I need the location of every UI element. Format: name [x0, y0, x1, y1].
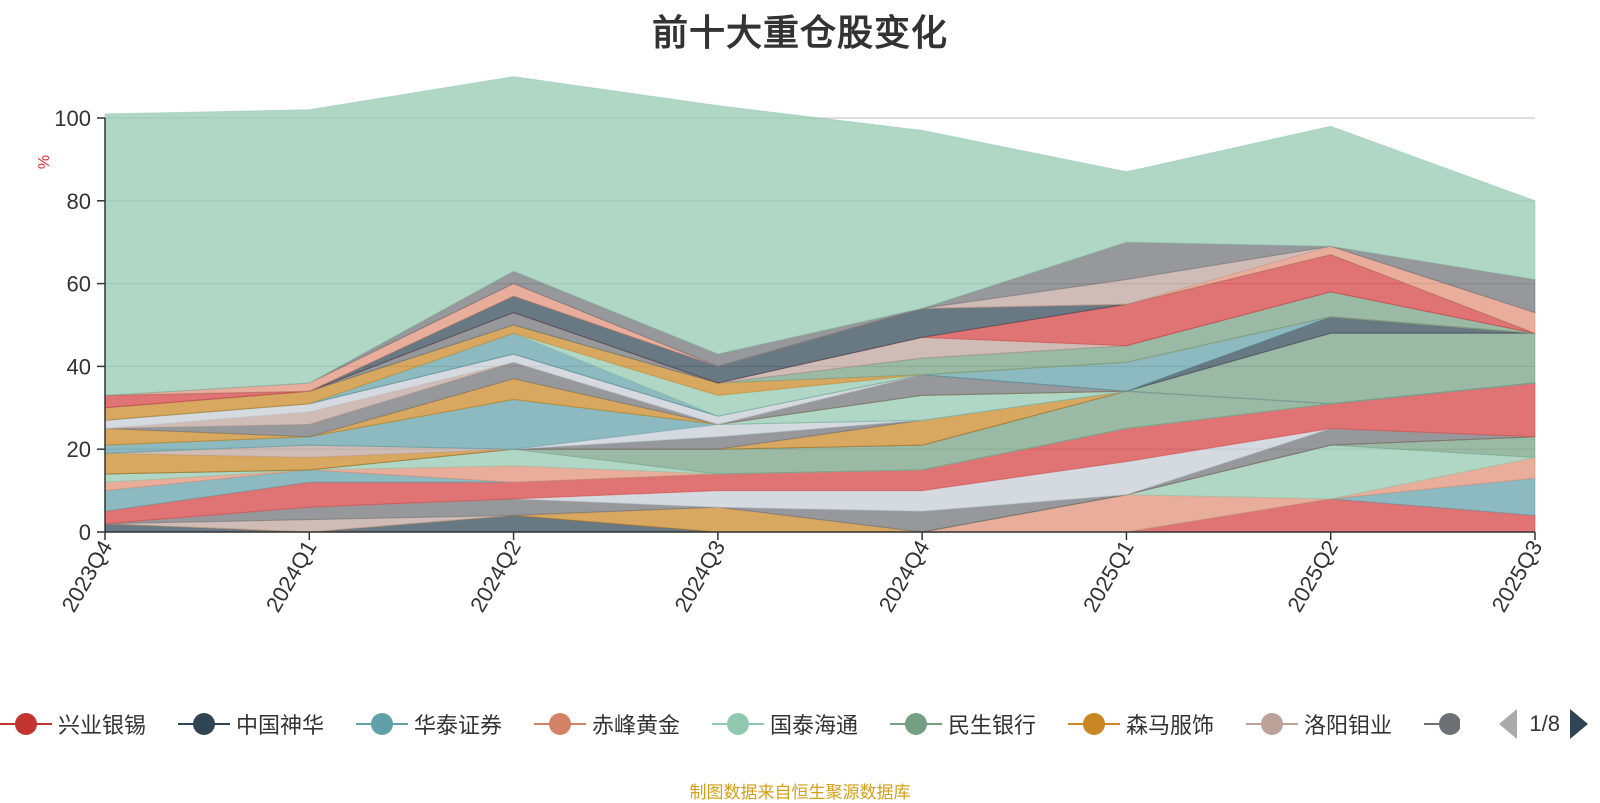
x-tick-label: 2024Q1: [261, 536, 322, 616]
area-series-41: [104, 76, 1536, 396]
x-tick-label: 2025Q1: [1078, 536, 1139, 616]
legend-label: 赤峰黄金: [592, 713, 681, 738]
legend-item[interactable]: 华泰证券: [356, 700, 502, 748]
legend-marker-icon: [1424, 700, 1476, 748]
chart-canvas: 0 20 40 60 80 100% 2023Q4 2024Q1 2024Q2 2024Q3 202…: [36, 76, 1548, 616]
legend-item[interactable]: 赤峰黄金: [534, 700, 680, 748]
legend-item[interactable]: 中国神华: [178, 700, 324, 748]
legend-next-page-icon[interactable]: [1570, 709, 1588, 739]
y-tick-label: 80: [67, 189, 91, 214]
source-note: 制图数据来自恒生聚源数据库: [689, 783, 911, 802]
legend-marker-icon: [534, 700, 586, 748]
legend-item[interactable]: 兴业银锡: [0, 700, 146, 748]
y-tick-label: 40: [67, 354, 91, 379]
x-tick-label: 2024Q2: [465, 536, 526, 616]
x-tick-label: 2025Q3: [1487, 536, 1548, 616]
x-tick-label: 2024Q4: [874, 536, 935, 616]
legend-prev-page-icon[interactable]: [1499, 709, 1518, 739]
stacked-areas: [104, 76, 1536, 533]
legend-label: 洛阳钼业: [1304, 713, 1393, 738]
legend-item[interactable]: 森马服饰: [1068, 700, 1214, 748]
x-tick-label: 2025Q2: [1282, 536, 1343, 616]
y-tick-label: 0: [79, 520, 91, 545]
legend-label: 兴业银锡: [58, 713, 147, 738]
legend-marker-icon: [890, 700, 942, 748]
legend-marker-icon: [712, 700, 764, 748]
legend-label: 森马服饰: [1126, 713, 1215, 738]
legend-item[interactable]: 民生银行: [890, 700, 1036, 748]
legend-label: 国泰海通: [770, 713, 859, 738]
legend-item[interactable]: 国泰海通: [712, 700, 858, 748]
legend-page-indicator: 1/8: [1529, 711, 1560, 736]
chart-title: 前十大重仓股变化: [651, 12, 948, 53]
y-tick-label: 20: [67, 437, 91, 462]
y-tick-label: 60: [67, 272, 91, 297]
legend-marker-icon: [178, 700, 230, 748]
legend-pager: 1/8: [1460, 700, 1600, 748]
legend-marker-icon: [356, 700, 408, 748]
y-axis-unit-label: %: [36, 155, 53, 169]
legend-label: 民生银行: [948, 713, 1037, 738]
x-tick-label: 2024Q3: [669, 536, 730, 616]
legend-marker-icon: [0, 700, 52, 748]
legend-item[interactable]: 洛阳钼业: [1246, 700, 1392, 748]
y-tick-label: 100: [54, 106, 91, 131]
legend-label: 中国神华: [236, 713, 325, 738]
x-tick-label: 2023Q4: [57, 536, 118, 616]
legend-marker-icon: [1068, 700, 1120, 748]
legend-label: 华泰证券: [414, 713, 503, 738]
chart-legend: 兴业银锡中国神华华泰证券赤峰黄金国泰海通民生银行森马服饰洛阳钼业中: [0, 700, 1600, 748]
legend-marker-icon: [1246, 700, 1298, 748]
